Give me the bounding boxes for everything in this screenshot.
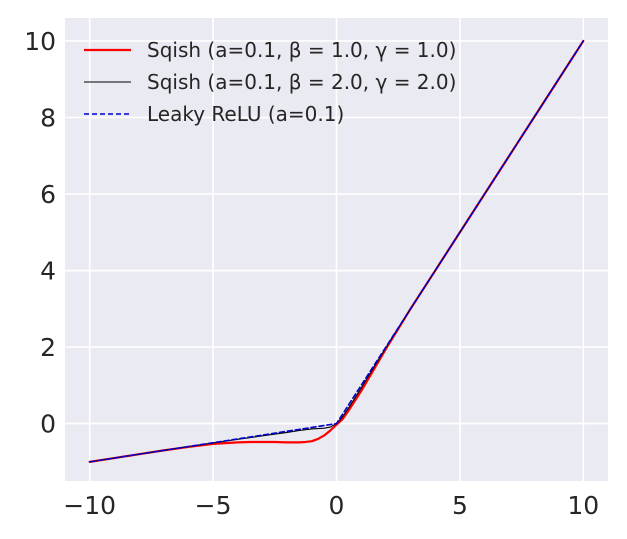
y-tick-label: 0 [40,410,56,439]
legend-label: Leaky ReLU (a=0.1) [147,102,344,126]
legend-label: Sqish (a=0.1, β = 1.0, γ = 1.0) [147,38,456,62]
y-axis-ticks: 0 2 4 6 8 10 [24,27,56,439]
series-group [88,39,585,463]
y-tick-label: 6 [40,180,56,209]
legend: Sqish (a=0.1, β = 1.0, γ = 1.0) Sqish (a=… [84,38,456,126]
x-tick-label: −5 [195,491,232,520]
y-tick-label: 10 [24,27,56,56]
y-tick-label: 2 [40,333,56,362]
series-line-3 [88,40,585,463]
x-tick-label: −10 [63,491,116,520]
y-tick-label: 4 [40,257,56,286]
x-tick-label: 10 [567,491,599,520]
legend-label: Sqish (a=0.1, β = 2.0, γ = 2.0) [147,70,456,94]
grid [65,18,608,481]
y-tick-label: 8 [40,103,56,132]
x-axis-ticks: −10 −5 0 5 10 [63,491,599,520]
x-tick-label: 5 [452,491,468,520]
x-tick-label: 0 [329,491,345,520]
